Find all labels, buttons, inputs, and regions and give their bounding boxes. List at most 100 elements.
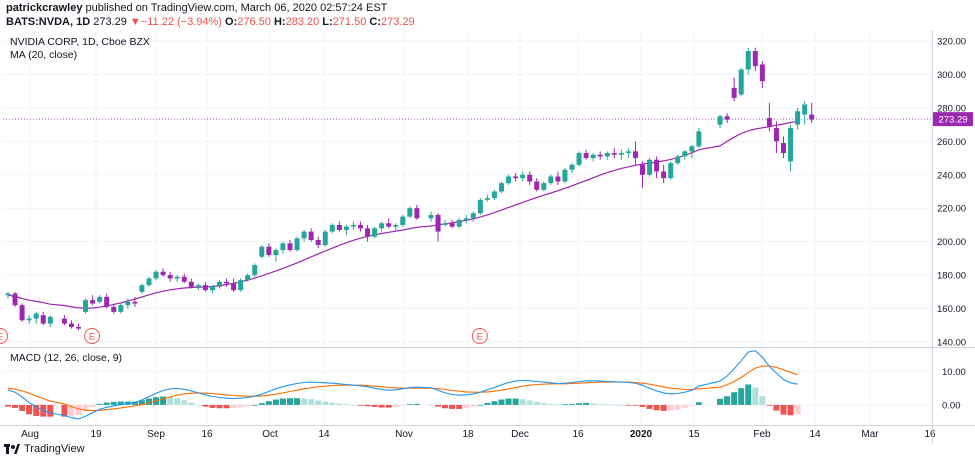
macd-histogram-bar [773, 404, 780, 411]
macd-histogram-bar [301, 398, 308, 405]
time-tick-label: 16 [201, 429, 213, 440]
candle-body-up [668, 163, 674, 179]
macd-histogram-bar [329, 402, 336, 405]
open-label: O: [225, 16, 238, 28]
macd-histogram-bar [68, 404, 75, 416]
macd-histogram-bar [223, 404, 230, 409]
candle-body-up [463, 218, 469, 220]
macd-histogram-bar [82, 404, 89, 411]
macd-histogram-bar [618, 404, 625, 406]
candle-body-up [506, 176, 512, 184]
candle-body-down [231, 283, 237, 291]
macd-histogram-bar [237, 404, 244, 408]
earnings-marker [0, 328, 8, 344]
candle-body-down [19, 305, 25, 321]
macd-histogram-bar [569, 403, 575, 405]
candle-body-up [520, 174, 526, 179]
macd-pane [5, 350, 801, 420]
macd-histogram-bar [442, 404, 449, 409]
macd-histogram-bar [406, 404, 413, 406]
macd-histogram-bar [759, 396, 766, 405]
macd-histogram-bar [554, 404, 561, 406]
macd-histogram-bar [216, 404, 223, 409]
macd-histogram-bar [463, 404, 470, 408]
candle-body-down [640, 164, 645, 175]
candle-body-down [167, 275, 173, 279]
candle-body-up [47, 316, 53, 324]
chart-axes: 140.00160.00180.00200.00220.00240.00260.… [0, 30, 975, 443]
candle-body-up [456, 219, 462, 227]
candle-body-up [548, 176, 554, 184]
candle-body-down [724, 116, 730, 120]
candle-body-up [146, 278, 152, 286]
macd-histogram-bar [745, 384, 752, 405]
macd-histogram-bar [526, 400, 533, 405]
candle-body-down [188, 281, 194, 287]
earnings-marker-label: E [89, 332, 95, 343]
macd-histogram-bar [738, 388, 745, 405]
candle-body-up [428, 214, 434, 219]
candle-body-up [499, 183, 504, 192]
candle-body-up [372, 228, 378, 237]
earnings-markers[interactable]: EEE [0, 328, 488, 344]
macd-histogram-bar [470, 404, 477, 407]
chart-publish-info: patrickcrawley published on TradingView.… [6, 2, 387, 14]
macd-histogram-bar [75, 404, 82, 415]
high-label: H: [273, 16, 286, 28]
time-tick-label: 19 [90, 429, 102, 440]
ma-legend: MA (20, close) [10, 49, 78, 61]
candle-body-down [224, 281, 230, 284]
candle-body-up [174, 276, 180, 279]
macd-histogram-bar [378, 404, 385, 408]
candle-body-down [68, 323, 74, 327]
price-tick-label: 260.00 [937, 137, 966, 148]
candle-body-down [76, 326, 81, 329]
candle-body-up [696, 131, 702, 147]
candle-body-up [301, 231, 307, 239]
time-tick-label: Oct [262, 429, 278, 440]
macd-histogram-bar [336, 403, 343, 405]
candle-body-up [647, 159, 653, 175]
time-tick-label: 14 [318, 429, 330, 440]
candle-body-down [40, 315, 46, 324]
price-chart[interactable]: EEE 140.00160.00180.00200.00220.00240.00… [0, 30, 975, 443]
macd-histogram-bar [385, 404, 392, 408]
candle-body-up [343, 226, 349, 230]
macd-histogram-bar [131, 401, 138, 405]
candle-body-up [802, 104, 808, 115]
macd-histogram-bar [160, 396, 167, 405]
author-name[interactable]: patrickcrawley [6, 2, 83, 14]
macd-tick-label: 10.00 [942, 367, 966, 378]
macd-histogram-bar [392, 404, 399, 407]
macd-histogram-bar [265, 401, 272, 405]
candle-body-down [759, 64, 765, 82]
candle-body-down [583, 153, 589, 159]
candle-body-up [209, 286, 215, 291]
time-tick-label: 2020 [630, 429, 653, 440]
candle-body-down [661, 171, 667, 179]
candle-body-up [541, 183, 547, 190]
candle-body-up [259, 246, 265, 257]
tradingview-logo-icon [4, 444, 20, 454]
time-tick-label: 15 [688, 429, 700, 440]
tradingview-branding[interactable]: TradingView [4, 443, 85, 455]
candle-body-down [534, 181, 540, 190]
macd-histogram-bar [138, 400, 145, 405]
candle-body-up [442, 223, 448, 225]
earnings-marker [84, 328, 101, 344]
macd-histogram-bar [547, 403, 554, 405]
macd-histogram-bar [315, 400, 322, 405]
macd-histogram-bar [731, 392, 738, 405]
publish-note: published on TradingView.com, March 06, … [85, 2, 388, 14]
candle-body-up [139, 285, 145, 292]
candle-body-up [83, 300, 89, 312]
candle-series [5, 47, 815, 331]
candle-body-up [590, 154, 596, 159]
candle-body-up [562, 169, 568, 182]
macd-histogram-bar [279, 398, 286, 405]
candle-body-down [597, 154, 603, 157]
macd-histogram-bar [350, 404, 357, 406]
candle-body-up [379, 223, 385, 229]
candle-body-up [407, 208, 413, 217]
macd-histogram-bar [294, 398, 301, 405]
